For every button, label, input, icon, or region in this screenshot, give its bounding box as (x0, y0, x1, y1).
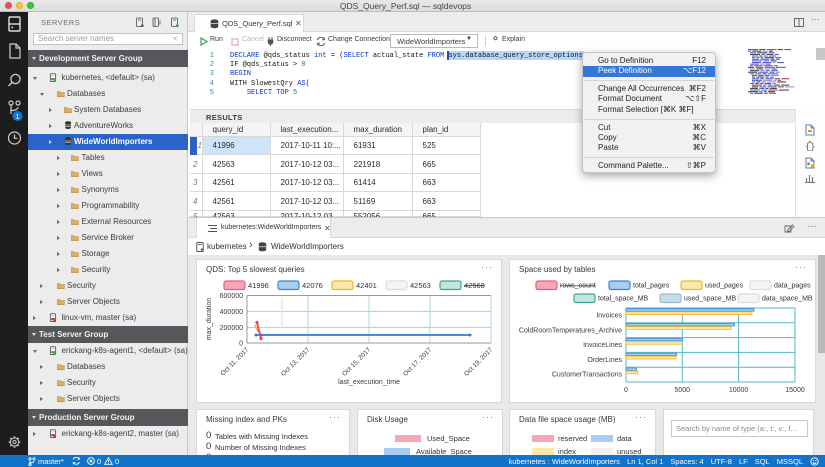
svg-text:}: } (810, 142, 815, 152)
svg-text:{: { (805, 142, 810, 152)
svg-text:41996: 41996 (248, 281, 269, 290)
svg-text:Oct 15, 2017: Oct 15, 2017 (341, 346, 373, 378)
svg-text:5000: 5000 (675, 387, 691, 394)
svg-text:42568: 42568 (464, 281, 485, 290)
svg-text:ColdRoomTemperatures_Archive: ColdRoomTemperatures_Archive (519, 327, 622, 334)
svg-text:400000: 400000 (220, 309, 243, 316)
svg-text:last_execution_time: last_execution_time (338, 379, 400, 386)
svg-text:42563: 42563 (410, 281, 431, 290)
svg-text:15000: 15000 (785, 387, 805, 394)
svg-text:Oct 19, 2017: Oct 19, 2017 (463, 346, 495, 378)
svg-text:0: 0 (239, 341, 243, 348)
svg-text:Invoices: Invoices (596, 313, 622, 320)
svg-text:42076: 42076 (302, 281, 323, 290)
svg-text:max_duration: max_duration (206, 298, 213, 341)
svg-text:Oct 11, 2017: Oct 11, 2017 (219, 346, 250, 377)
svg-text:Oct 13, 2017: Oct 13, 2017 (280, 346, 312, 378)
svg-text:data_space_MB: data_space_MB (762, 296, 813, 303)
svg-text:10000: 10000 (729, 387, 749, 394)
svg-text:OrderLines: OrderLines (587, 357, 622, 364)
svg-text:600000: 600000 (220, 293, 243, 300)
svg-text:used_space_MB: used_space_MB (684, 296, 736, 303)
svg-text:total_space_MB: total_space_MB (598, 296, 649, 303)
svg-text:1: 1 (16, 114, 20, 121)
svg-text:used_pages: used_pages (705, 283, 744, 290)
svg-text:42401: 42401 (356, 281, 377, 290)
svg-text:Oct 17, 2017: Oct 17, 2017 (402, 346, 434, 378)
svg-text:data_pages: data_pages (774, 283, 811, 290)
svg-text:InvoiceLines: InvoiceLines (583, 342, 622, 349)
svg-text:total_pages: total_pages (633, 283, 670, 290)
svg-text:0: 0 (624, 387, 628, 394)
svg-text:rows_count: rows_count (560, 283, 596, 290)
svg-text:CustomerTransactions: CustomerTransactions (552, 372, 623, 379)
svg-text:200000: 200000 (220, 325, 243, 332)
